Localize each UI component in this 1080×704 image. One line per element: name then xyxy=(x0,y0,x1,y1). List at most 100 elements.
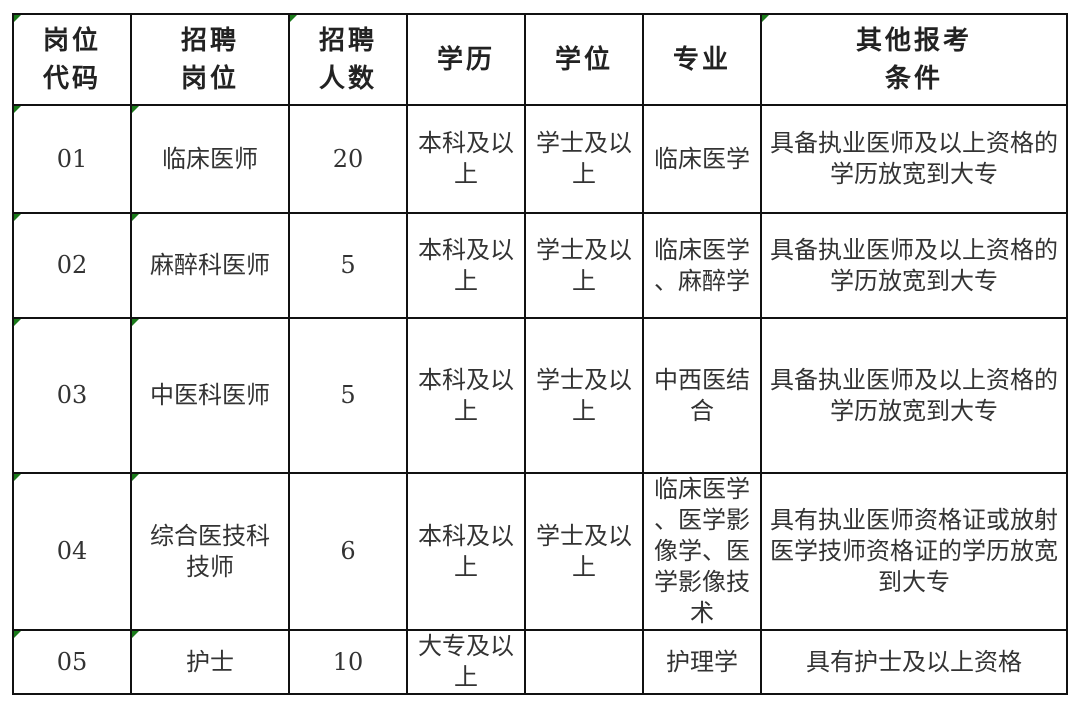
cell-post-text: 临床医师 xyxy=(162,144,258,173)
cell-other-text: 具有护士及以上资格 xyxy=(806,647,1022,676)
cell-count: 6 xyxy=(288,472,408,631)
header-degree: 学位 xyxy=(524,13,644,106)
cell-other: 具备执业医师及以上资格的学历放宽到大专 xyxy=(760,317,1068,474)
cell-degree: 学士及以上 xyxy=(524,212,644,319)
cell-count-text: 5 xyxy=(340,251,356,279)
cell-other: 具备执业医师及以上资格的学历放宽到大专 xyxy=(760,212,1068,319)
header-row: 岗位代码 招聘岗位 招聘人数 学历 学位 专业 其他报考条件 xyxy=(12,13,1068,106)
cell-major: 中西医结合 xyxy=(642,317,762,474)
cell-count: 5 xyxy=(288,212,408,319)
cell-code: 05 xyxy=(12,629,132,695)
cell-post-text: 中医科医师 xyxy=(150,381,270,409)
cell-major-text: 护理学 xyxy=(666,647,738,676)
cell-post-text: 麻醉科医师 xyxy=(150,251,270,279)
cell-education: 本科及以上 xyxy=(406,104,526,214)
cell-education-text: 本科及以上 xyxy=(418,129,514,188)
header-label: 其他报考条件 xyxy=(855,25,972,94)
cell-major: 临床医学、医学影像学、医学影像技术 xyxy=(642,472,762,631)
cell-post-text: 综合医技科技师 xyxy=(150,521,270,581)
cell-post: 临床医师 xyxy=(130,104,290,214)
cell-post: 中医科医师 xyxy=(130,317,290,474)
cell-other: 具有执业医师资格证或放射医学技师资格证的学历放宽到大专 xyxy=(760,472,1068,631)
error-marker-icon xyxy=(290,15,297,22)
cell-post: 护士 xyxy=(130,629,290,695)
cell-count: 5 xyxy=(288,317,408,474)
cell-post-text: 护士 xyxy=(186,647,234,676)
cell-other-text: 具有执业医师资格证或放射医学技师资格证的学历放宽到大专 xyxy=(770,506,1058,596)
cell-major-text: 临床医学 xyxy=(654,144,750,173)
error-marker-icon xyxy=(132,474,139,481)
cell-degree: 学士及以上 xyxy=(524,104,644,214)
cell-code-text: 01 xyxy=(56,144,88,173)
cell-other-text: 具备执业医师及以上资格的学历放宽到大专 xyxy=(770,365,1058,425)
cell-code: 04 xyxy=(12,472,132,631)
error-marker-icon xyxy=(132,631,139,638)
cell-count: 20 xyxy=(288,104,408,214)
header-code: 岗位代码 xyxy=(12,13,132,106)
cell-count-text: 6 xyxy=(340,537,356,565)
cell-code: 02 xyxy=(12,212,132,319)
cell-education-text: 大专及以上 xyxy=(418,632,514,691)
cell-degree-text: 学士及以上 xyxy=(536,365,632,425)
error-marker-icon xyxy=(132,214,139,221)
table-row: 03 中医科医师 5 本科及以上 学士及以上 中西医结合 具备执业医师及以上资格的学历放宽到… xyxy=(12,317,1068,474)
header-count: 招聘人数 xyxy=(288,13,408,106)
table-row: 04 综合医技科技师 6 本科及以上 学士及以上 临床医学、医学影像学、医学影像技术 具有执… xyxy=(12,472,1068,631)
cell-degree: 学士及以上 xyxy=(524,472,644,631)
cell-code-text: 03 xyxy=(56,381,88,409)
header-label: 招聘岗位 xyxy=(180,25,239,94)
cell-education: 本科及以上 xyxy=(406,212,526,319)
cell-post: 综合医技科技师 xyxy=(130,472,290,631)
cell-major: 临床医学、麻醉学 xyxy=(642,212,762,319)
cell-code-text: 05 xyxy=(56,647,88,676)
cell-education-text: 本科及以上 xyxy=(418,521,514,581)
header-education: 学历 xyxy=(406,13,526,106)
cell-count: 10 xyxy=(288,629,408,695)
cell-code: 03 xyxy=(12,317,132,474)
cell-count-text: 10 xyxy=(332,647,364,676)
cell-degree-text: 学士及以上 xyxy=(536,521,632,581)
error-marker-icon xyxy=(14,106,21,113)
cell-degree-text: 学士及以上 xyxy=(536,129,632,188)
cell-code-text: 02 xyxy=(56,251,88,279)
cell-post: 麻醉科医师 xyxy=(130,212,290,319)
error-marker-icon xyxy=(762,15,769,22)
cell-education: 本科及以上 xyxy=(406,317,526,474)
cell-count-text: 5 xyxy=(340,381,356,409)
table-row: 01 临床医师 20 本科及以上 学士及以上 临床医学 具备执业医师及以上资格的学历放宽到大… xyxy=(12,104,1068,214)
header-label: 招聘人数 xyxy=(318,25,377,94)
cell-degree xyxy=(524,629,644,695)
cell-education-text: 本科及以上 xyxy=(418,365,514,425)
cell-code-text: 04 xyxy=(56,537,88,565)
header-post: 招聘岗位 xyxy=(130,13,290,106)
cell-degree: 学士及以上 xyxy=(524,317,644,474)
table-row: 05 护士 10 大专及以上 护理学 具有护士及以上资格 xyxy=(12,629,1068,695)
header-other: 其他报考条件 xyxy=(760,13,1068,106)
cell-degree-text: 学士及以上 xyxy=(536,235,632,295)
header-label: 岗位代码 xyxy=(42,25,101,94)
cell-major-text: 临床医学、医学影像学、医学影像技术 xyxy=(654,475,750,627)
error-marker-icon xyxy=(14,214,21,221)
error-marker-icon xyxy=(132,106,139,113)
cell-major-text: 中西医结合 xyxy=(654,365,750,425)
cell-other-text: 具备执业医师及以上资格的学历放宽到大专 xyxy=(770,235,1058,295)
error-marker-icon xyxy=(14,474,21,481)
error-marker-icon xyxy=(14,319,21,326)
cell-other-text: 具备执业医师及以上资格的学历放宽到大专 xyxy=(770,129,1058,188)
cell-education-text: 本科及以上 xyxy=(418,235,514,295)
error-marker-icon xyxy=(132,319,139,326)
header-major: 专业 xyxy=(642,13,762,106)
error-marker-icon xyxy=(14,631,21,638)
error-marker-icon xyxy=(14,15,21,22)
recruitment-table: 岗位代码 招聘岗位 招聘人数 学历 学位 专业 其他报考条件 01 临床医师 20 本… xyxy=(12,13,1068,695)
table-row: 02 麻醉科医师 5 本科及以上 学士及以上 临床医学、麻醉学 具备执业医师及以上资格的学历… xyxy=(12,212,1068,319)
cell-major: 护理学 xyxy=(642,629,762,695)
cell-major-text: 临床医学、麻醉学 xyxy=(654,235,750,295)
cell-other: 具备执业医师及以上资格的学历放宽到大专 xyxy=(760,104,1068,214)
cell-major: 临床医学 xyxy=(642,104,762,214)
cell-other: 具有护士及以上资格 xyxy=(760,629,1068,695)
cell-education: 大专及以上 xyxy=(406,629,526,695)
cell-code: 01 xyxy=(12,104,132,214)
cell-education: 本科及以上 xyxy=(406,472,526,631)
cell-count-text: 20 xyxy=(332,144,364,173)
